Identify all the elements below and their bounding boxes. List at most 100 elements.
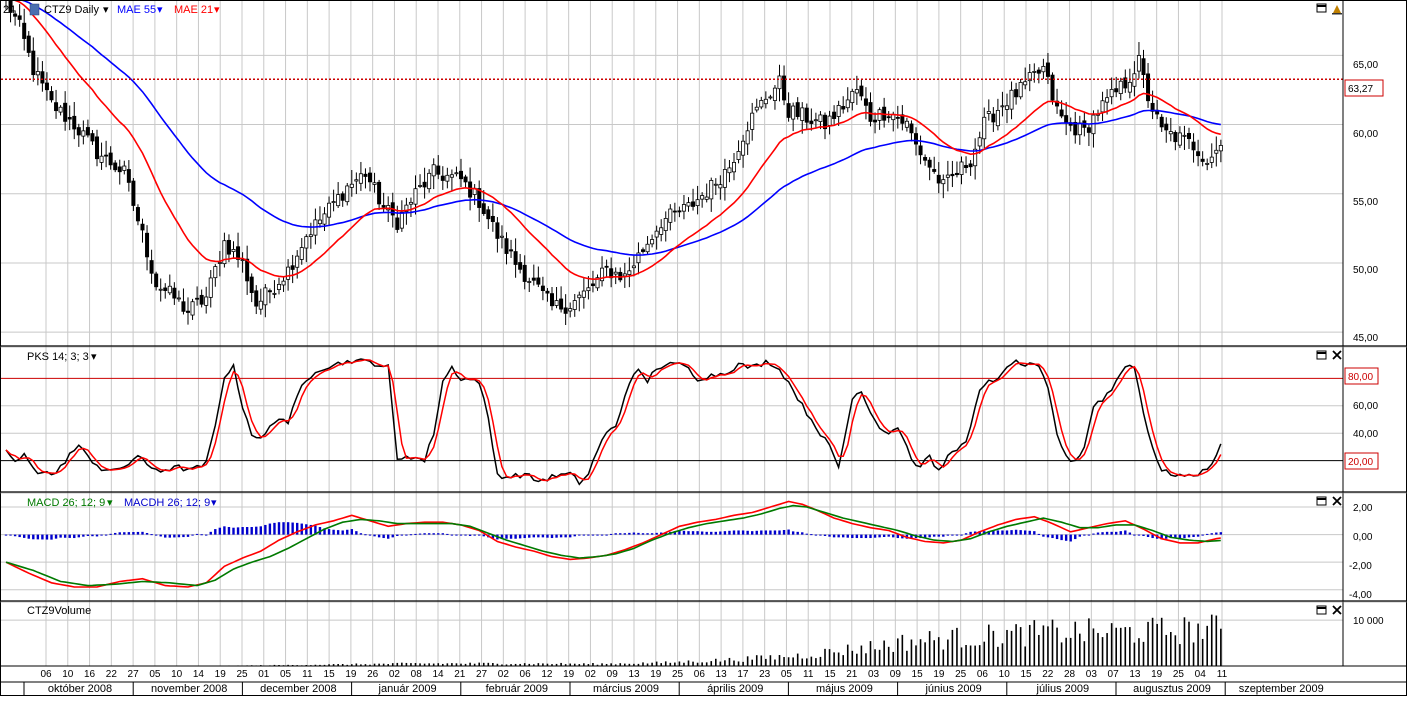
x-day-tick-label: 23	[759, 669, 771, 680]
candle-up	[759, 100, 764, 108]
candle-down	[468, 181, 473, 198]
x-day-tick-label: 05	[280, 669, 292, 680]
candle-down	[76, 127, 81, 136]
stoch-dropdown-icon[interactable]: ▾	[91, 351, 97, 363]
candle-down	[522, 264, 527, 282]
price-alert-icon[interactable]	[1332, 5, 1342, 15]
candle-down	[163, 287, 168, 291]
ma55-label[interactable]: MAE 55	[117, 4, 156, 16]
candle-up	[681, 204, 686, 212]
macd-histogram-bar	[227, 527, 231, 535]
candle-down	[490, 215, 495, 222]
macd-histogram-bar	[191, 534, 194, 536]
macd-close-icon[interactable]	[1332, 496, 1342, 506]
macd-histogram-bar	[1151, 534, 1154, 539]
macd-histogram-bar	[245, 527, 249, 535]
macd-histogram-bar	[336, 530, 340, 535]
stoch-title[interactable]: PKS 14; 3; 3	[27, 351, 89, 363]
ma21-label[interactable]: MAE 21	[174, 4, 213, 16]
macd-histogram-bar	[13, 534, 17, 537]
x-day-tick-label: 27	[476, 669, 488, 680]
symbol-dropdown-icon[interactable]: ▾	[103, 4, 109, 16]
candle-down	[199, 294, 204, 305]
first-day-tick: 24	[3, 4, 15, 16]
macd-histogram-bar	[109, 533, 112, 535]
macd-histogram-bar	[837, 534, 840, 538]
macd-histogram-bar	[441, 533, 444, 535]
macd-tick-label: -2,00	[1349, 561, 1372, 572]
macd-histogram-bar	[1160, 534, 1163, 540]
macd-histogram-bar	[1219, 532, 1223, 535]
candle-up	[695, 199, 700, 207]
volume-bars	[219, 614, 1222, 666]
candle-up	[945, 174, 950, 178]
candle-up	[404, 204, 409, 213]
candle-down	[140, 223, 145, 231]
candle-up	[636, 252, 641, 264]
volume-close-icon[interactable]	[1332, 605, 1342, 615]
macd-histogram-bar	[114, 532, 117, 535]
candle-up	[35, 71, 40, 76]
candle-down	[786, 103, 791, 118]
symbol-label[interactable]: CTZ9 Daily ▾	[29, 3, 109, 16]
candle-up	[1023, 81, 1028, 86]
macd-histogram-bar	[68, 534, 71, 538]
stoch-maximize-icon[interactable]	[1316, 350, 1327, 360]
macd-histogram-bar	[1124, 530, 1127, 535]
candle-down	[1173, 132, 1178, 143]
x-day-tick-label: 13	[1129, 669, 1141, 680]
price-maximize-icon[interactable]	[1316, 3, 1327, 13]
candle-up	[627, 270, 632, 275]
macd-histogram-bar	[778, 530, 781, 535]
x-day-tick-label: 19	[215, 669, 227, 680]
symbol-period-label[interactable]: CTZ9 Daily	[44, 4, 100, 16]
x-day-tick-label: 12	[541, 669, 553, 680]
macd-histogram-bar	[186, 534, 190, 537]
candle-down	[440, 175, 445, 181]
candle-up	[663, 218, 668, 231]
candle-down	[1187, 133, 1192, 140]
symbol-icon	[29, 3, 40, 16]
x-month-label: július 2009	[1036, 683, 1090, 695]
macdh-title[interactable]: MACDH 26; 12; 9	[124, 497, 210, 509]
macd-histogram-bar	[282, 522, 285, 535]
macd-title[interactable]: MACD 26; 12; 9	[27, 497, 105, 509]
candle-down	[923, 157, 928, 161]
candle-down	[195, 297, 200, 300]
macd-histogram-bar	[873, 534, 877, 538]
macd-histogram-bar	[1055, 534, 1059, 540]
macd-histogram-bar	[1019, 530, 1022, 535]
macd-histogram-bar	[1083, 534, 1086, 536]
macd-histogram-bar	[928, 534, 931, 538]
x-day-tick-label: 19	[563, 669, 575, 680]
macd-histogram-bar	[705, 531, 708, 535]
stoch-tick-label: 60,00	[1353, 401, 1378, 412]
macdh-dropdown-icon[interactable]: ▾	[211, 497, 217, 509]
macd-histogram-bar	[600, 534, 604, 536]
macd-histogram-bar	[605, 534, 608, 536]
x-month-label: szeptember 2009	[1239, 683, 1324, 695]
price-tick-label: 45,00	[1353, 333, 1378, 344]
ma55-dropdown-icon[interactable]: ▾	[157, 4, 163, 16]
macd-histogram-bar	[323, 528, 326, 535]
stoch-close-icon[interactable]	[1332, 350, 1342, 360]
x-month-label: november 2008	[151, 683, 227, 695]
macd-histogram-bar	[1092, 533, 1095, 535]
candle-up	[122, 165, 127, 171]
macd-dropdown-icon[interactable]: ▾	[107, 497, 113, 509]
candle-up	[595, 277, 600, 289]
candle-up	[1182, 134, 1187, 137]
ma21-dropdown-icon[interactable]: ▾	[214, 4, 220, 16]
candle-up	[827, 115, 832, 126]
candle-up	[700, 195, 705, 200]
macd-maximize-icon[interactable]	[1316, 496, 1327, 506]
macd-histogram-bar	[409, 534, 413, 536]
x-day-tick-label: 13	[628, 669, 640, 680]
macd-histogram-bar	[1192, 534, 1195, 538]
volume-maximize-icon[interactable]	[1316, 605, 1327, 615]
macd-histogram-bar	[1037, 533, 1041, 535]
macd-histogram-bar	[9, 534, 12, 536]
volume-title[interactable]: CTZ9Volume	[27, 605, 91, 617]
macd-histogram-bar	[396, 534, 399, 536]
